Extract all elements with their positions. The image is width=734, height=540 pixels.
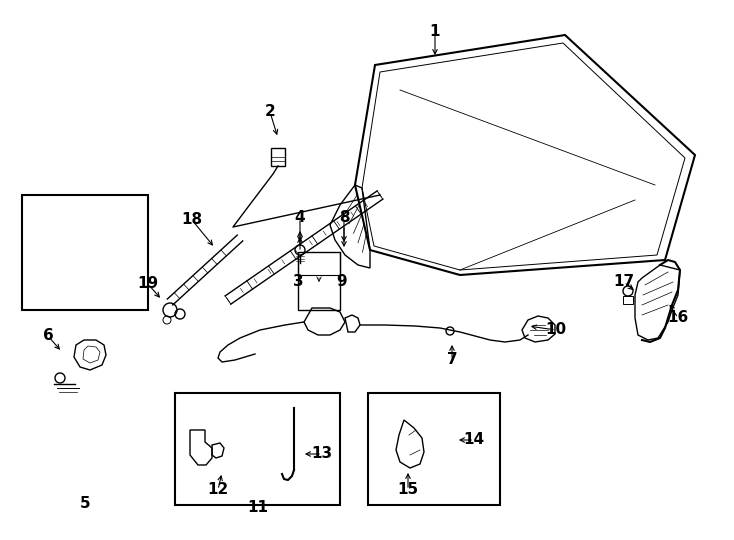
Text: 5: 5 bbox=[80, 496, 90, 510]
Text: 15: 15 bbox=[397, 483, 418, 497]
Text: 12: 12 bbox=[208, 483, 228, 497]
Text: 8: 8 bbox=[338, 211, 349, 226]
Text: 11: 11 bbox=[247, 501, 269, 516]
Text: 6: 6 bbox=[43, 328, 54, 343]
Text: 3: 3 bbox=[293, 274, 303, 289]
Bar bbox=[368, 393, 500, 505]
Text: 4: 4 bbox=[294, 211, 305, 226]
Text: 13: 13 bbox=[311, 447, 333, 462]
Text: 18: 18 bbox=[181, 213, 203, 227]
Text: 10: 10 bbox=[545, 322, 567, 338]
Bar bbox=[623, 296, 633, 304]
Text: 9: 9 bbox=[337, 274, 347, 289]
Text: 19: 19 bbox=[137, 276, 159, 292]
Text: 1: 1 bbox=[429, 24, 440, 39]
Text: 16: 16 bbox=[667, 310, 688, 326]
Text: 14: 14 bbox=[463, 433, 484, 448]
Bar bbox=[298, 252, 340, 310]
Bar bbox=[22, 195, 148, 310]
Text: 17: 17 bbox=[614, 274, 635, 289]
Bar bbox=[175, 393, 340, 505]
Bar bbox=[271, 148, 285, 166]
Text: 7: 7 bbox=[447, 353, 457, 368]
Text: 2: 2 bbox=[265, 105, 275, 119]
